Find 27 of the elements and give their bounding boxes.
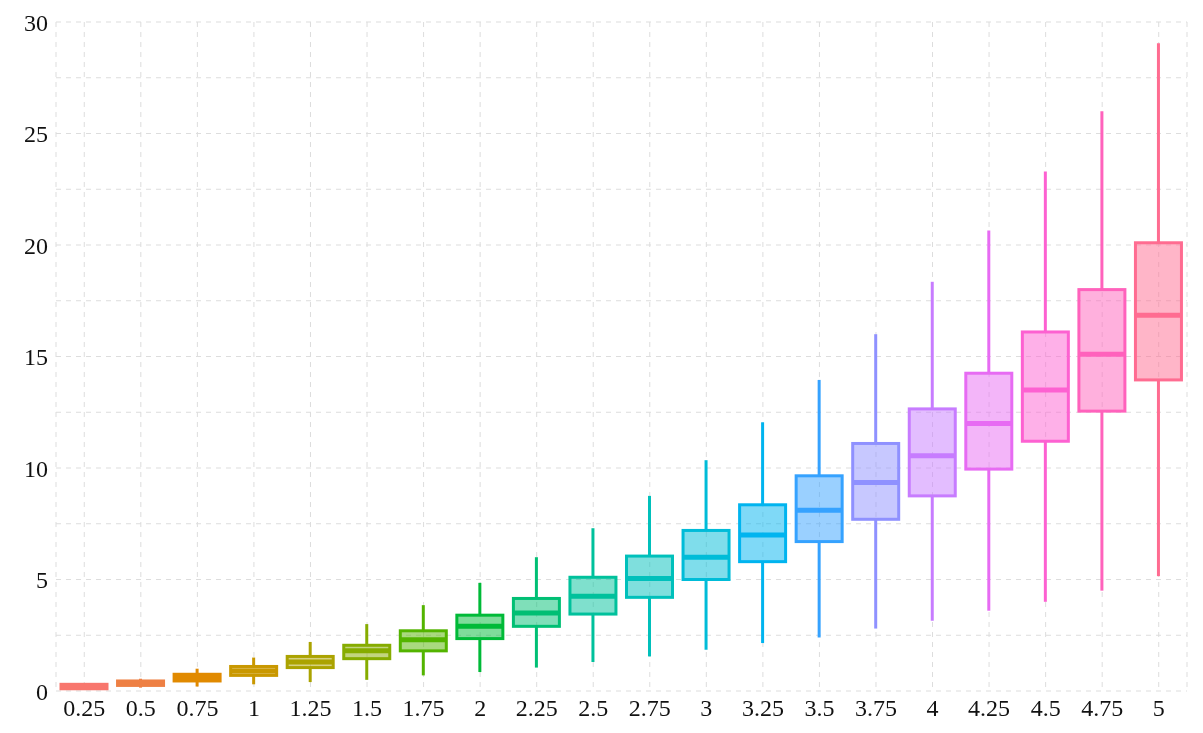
y-tick-label: 10: [24, 455, 48, 482]
y-tick-label: 0: [36, 678, 48, 705]
y-tick-label: 20: [24, 232, 48, 259]
x-tick-label: 0.75: [176, 695, 219, 722]
y-tick-label: 5: [36, 567, 48, 594]
x-tick-label: 4: [926, 695, 939, 722]
x-tick-label: 3.25: [741, 695, 784, 722]
x-tick-label: 0.5: [125, 695, 156, 722]
x-tick-label: 4.75: [1081, 695, 1124, 722]
x-tick-label: 2: [474, 695, 487, 722]
x-tick-label: 1.5: [352, 695, 383, 722]
x-tick-label: 3.75: [854, 695, 897, 722]
x-tick-label: 1.25: [289, 695, 332, 722]
x-tick-label: 0.25: [63, 695, 106, 722]
y-tick-label: 25: [24, 121, 48, 148]
x-tick-label: 5: [1152, 695, 1165, 722]
x-tick-label: 1.75: [402, 695, 445, 722]
x-tick-label: 4.5: [1030, 695, 1061, 722]
y-tick-label: 30: [24, 9, 48, 36]
x-tick-label: 3: [700, 695, 713, 722]
x-tick-label: 3.5: [804, 695, 835, 722]
x-tick-label: 2.5: [578, 695, 609, 722]
x-tick-label: 4.25: [968, 695, 1011, 722]
y-tick-label: 15: [24, 344, 48, 371]
x-tick-label: 1: [247, 695, 260, 722]
x-tick-label: 2.75: [628, 695, 671, 722]
x-tick-label: 2.25: [515, 695, 558, 722]
